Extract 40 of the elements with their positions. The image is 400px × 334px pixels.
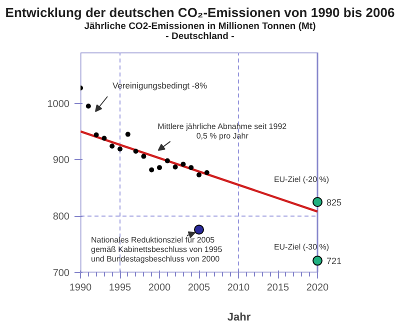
chart-title: Entwicklung der deutschen CO₂-Emissionen von 1990 bis 2006 [5, 4, 395, 22]
data-label: 825 [326, 197, 342, 208]
point [125, 132, 130, 137]
point [149, 167, 154, 172]
point [94, 132, 99, 138]
y-tick-label: 700 [52, 268, 70, 279]
point [118, 146, 122, 152]
annotation: Nationales Reduktionsziel für 2005 gemäß Kabinettsbeschluss von 1995 und Bundestagsbeschluss von 2000 [91, 236, 223, 264]
y-tick-label: 1000 [47, 98, 70, 110]
x-tick-label: 2010 [227, 282, 250, 294]
y-tick-label: 900 [52, 155, 70, 166]
point [188, 165, 194, 170]
annotation: Mittlere jährliche Abnahme seit 1992 0,5 % pro Jahr [158, 122, 288, 140]
point [110, 144, 115, 149]
point [133, 148, 138, 154]
annotation: Vereinigungsbedingt -8% [112, 80, 208, 90]
data-label: 721 [326, 256, 342, 266]
point [312, 196, 322, 207]
x-tick-label: 2000 [148, 282, 172, 294]
point [312, 256, 322, 266]
point [194, 224, 204, 235]
x-tick-label: 2005 [188, 282, 211, 294]
point [204, 170, 210, 176]
x-tick-label: 1995 [108, 282, 132, 294]
point [164, 158, 170, 164]
point [102, 136, 107, 141]
x-axis-title: Jahr [227, 312, 252, 324]
point [196, 172, 202, 178]
annotation: EU-Ziel (-30 %) [274, 242, 330, 252]
point [157, 165, 162, 170]
x-tick-label: 2020 [306, 282, 330, 294]
annotation: EU-Ziel (-20 %) [274, 174, 330, 184]
x-tick-label: 1990 [69, 282, 92, 294]
y-tick-label: 800 [52, 212, 70, 223]
point [172, 164, 178, 170]
point [86, 104, 91, 109]
x-tick-label: 2015 [266, 282, 290, 294]
chart-subtitle: Jährliche CO2-Emissionen in Millionen Tonnen (Mt) - Deutschland - [84, 21, 316, 43]
point [141, 154, 146, 159]
point [180, 162, 186, 167]
